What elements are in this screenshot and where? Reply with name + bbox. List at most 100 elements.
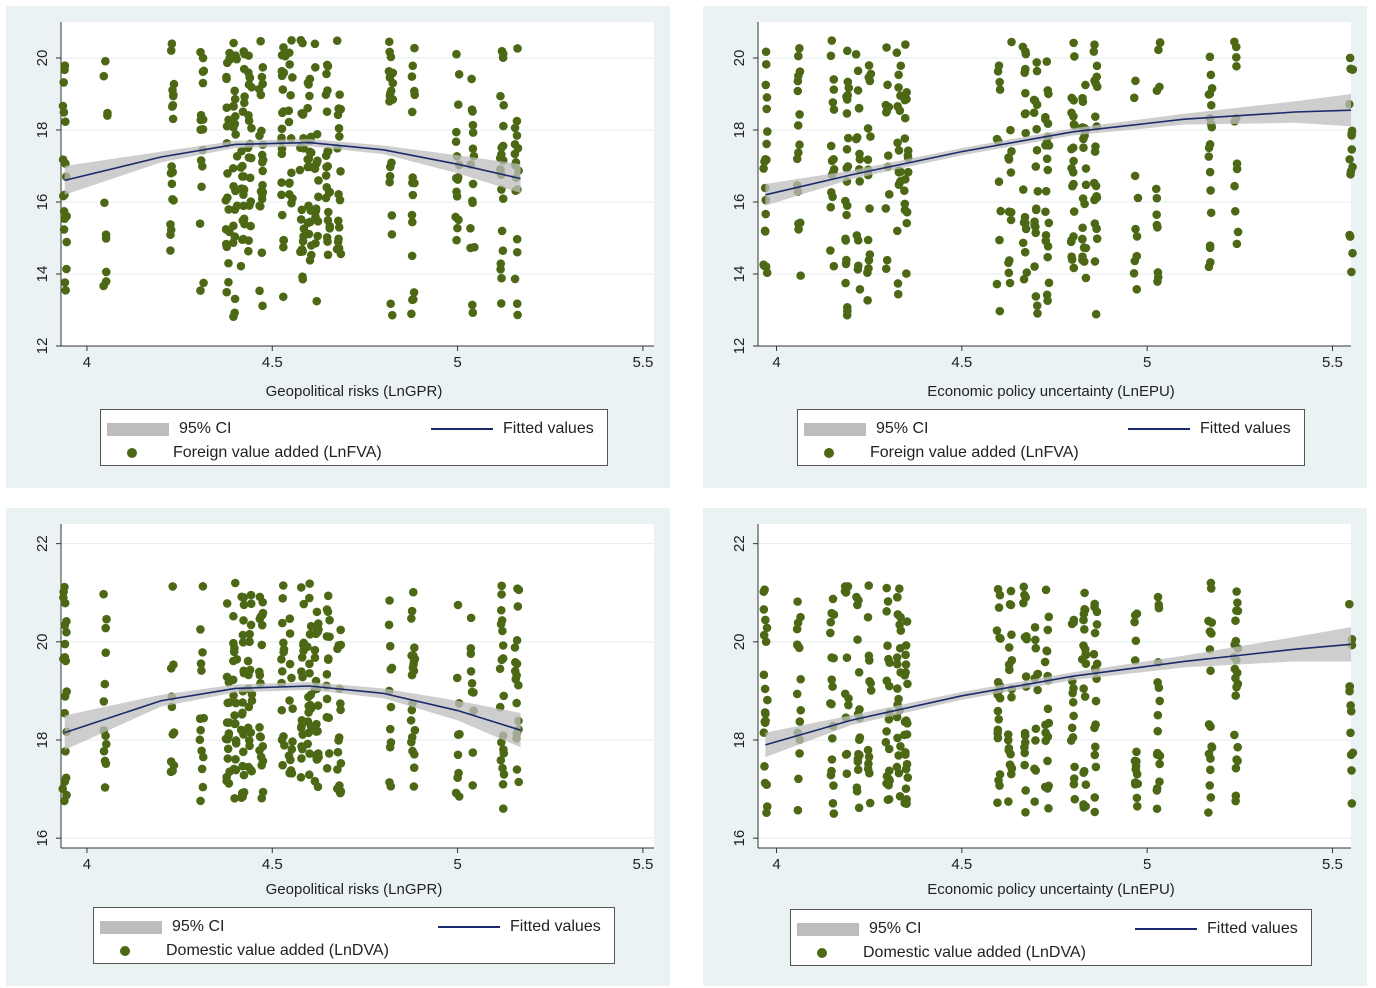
scatter-point bbox=[864, 61, 874, 70]
scatter-point bbox=[513, 44, 522, 53]
scatter-point bbox=[258, 756, 268, 766]
scatter-point bbox=[239, 770, 249, 780]
scatter-point bbox=[230, 794, 239, 803]
scatter-point bbox=[334, 104, 343, 113]
scatter-point bbox=[1081, 180, 1091, 190]
scatter-point bbox=[1081, 650, 1091, 660]
scatter-point bbox=[468, 128, 478, 137]
scatter-point bbox=[303, 739, 313, 749]
scatter-point bbox=[197, 746, 206, 756]
dot-swatch bbox=[120, 946, 130, 956]
scatter-point bbox=[279, 43, 288, 52]
legend-points: Foreign value added (LnFVA) bbox=[101, 444, 382, 462]
scatter-point bbox=[468, 107, 477, 116]
dot-swatch bbox=[824, 448, 834, 458]
scatter-point bbox=[305, 593, 314, 603]
scatter-point bbox=[793, 618, 803, 628]
legend-points: Domestic value added (LnDVA) bbox=[791, 944, 1086, 962]
scatter-point bbox=[881, 264, 891, 274]
scatter-point bbox=[827, 699, 836, 709]
scatter-point bbox=[896, 61, 906, 71]
scatter-point bbox=[497, 143, 506, 153]
scatter-point bbox=[842, 145, 852, 154]
scatter-point bbox=[198, 53, 208, 63]
scatter-point bbox=[284, 751, 294, 760]
scatter-point bbox=[452, 173, 462, 183]
scatter-point bbox=[881, 204, 891, 213]
scatter-point bbox=[795, 43, 804, 53]
scatter-point bbox=[513, 602, 523, 611]
x-axis-title: Geopolitical risks (LnGPR) bbox=[265, 881, 443, 898]
scatter-point bbox=[761, 262, 771, 271]
scatter-point bbox=[247, 82, 256, 92]
scatter-point bbox=[336, 625, 345, 635]
scatter-point bbox=[894, 146, 904, 155]
scatter-point bbox=[1068, 143, 1078, 152]
scatter-point bbox=[903, 151, 913, 160]
scatter-point bbox=[1069, 263, 1079, 273]
scatter-point bbox=[285, 696, 294, 705]
scatter-point bbox=[101, 648, 111, 657]
legend-ci: 95% CI bbox=[107, 420, 231, 438]
scatter-point bbox=[313, 231, 322, 241]
scatter-point bbox=[239, 593, 249, 602]
scatter-point bbox=[1022, 631, 1031, 641]
scatter-point bbox=[1081, 243, 1091, 253]
scatter-point bbox=[854, 668, 864, 677]
scatter-point bbox=[882, 43, 891, 52]
scatter-point bbox=[762, 93, 772, 102]
scatter-point bbox=[498, 641, 508, 650]
scatter-point bbox=[258, 79, 267, 89]
scatter-point bbox=[1081, 802, 1090, 811]
scatter-point bbox=[257, 126, 266, 136]
scatter-point bbox=[1132, 285, 1142, 294]
scatter-point bbox=[455, 729, 464, 739]
scatter-point bbox=[1029, 108, 1039, 118]
scatter-point bbox=[1081, 780, 1091, 789]
scatter-point bbox=[1030, 96, 1040, 105]
y-tick-label: 16 bbox=[34, 194, 51, 211]
scatter-point bbox=[855, 154, 865, 164]
scatter-point bbox=[1207, 743, 1217, 752]
scatter-point bbox=[885, 681, 894, 691]
scatter-point bbox=[826, 51, 836, 61]
scatter-point bbox=[853, 86, 863, 95]
fitted-line bbox=[765, 109, 1352, 196]
scatter-point bbox=[244, 702, 254, 712]
scatter-point bbox=[384, 37, 394, 47]
scatter-point bbox=[224, 277, 233, 287]
scatter-point bbox=[299, 599, 309, 609]
scatter-point bbox=[1347, 799, 1357, 808]
scatter-point bbox=[407, 217, 417, 227]
scatter-point bbox=[497, 226, 507, 236]
scatter-point bbox=[827, 187, 836, 197]
scatter-point bbox=[453, 223, 462, 233]
scatter-point bbox=[853, 635, 862, 644]
ci-band bbox=[64, 139, 521, 195]
scatter-point bbox=[761, 615, 770, 625]
scatter-point bbox=[247, 689, 257, 699]
scatter-point bbox=[452, 192, 462, 201]
scatter-point bbox=[1031, 736, 1040, 745]
scatter-point bbox=[100, 756, 110, 766]
scatter-point bbox=[882, 727, 891, 736]
scatter-point bbox=[512, 116, 522, 126]
scatter-point bbox=[1067, 252, 1076, 261]
scatter-point bbox=[1067, 619, 1077, 629]
scatter-point bbox=[238, 216, 248, 225]
scatter-point bbox=[513, 310, 522, 320]
scatter-point bbox=[298, 272, 307, 282]
scatter-point bbox=[223, 169, 232, 178]
scatter-point bbox=[1070, 794, 1080, 804]
scatter-point bbox=[1155, 696, 1165, 706]
scatter-point bbox=[229, 38, 238, 48]
scatter-point bbox=[510, 123, 520, 133]
scatter-point bbox=[1031, 635, 1040, 645]
scatter-point bbox=[1020, 748, 1030, 758]
scatter-point bbox=[1078, 97, 1088, 107]
scatter-point bbox=[760, 227, 770, 236]
scatter-point bbox=[882, 606, 891, 616]
x-tick-label: 4.5 bbox=[951, 856, 972, 873]
scatter-point bbox=[828, 682, 837, 691]
scatter-point bbox=[224, 779, 234, 788]
